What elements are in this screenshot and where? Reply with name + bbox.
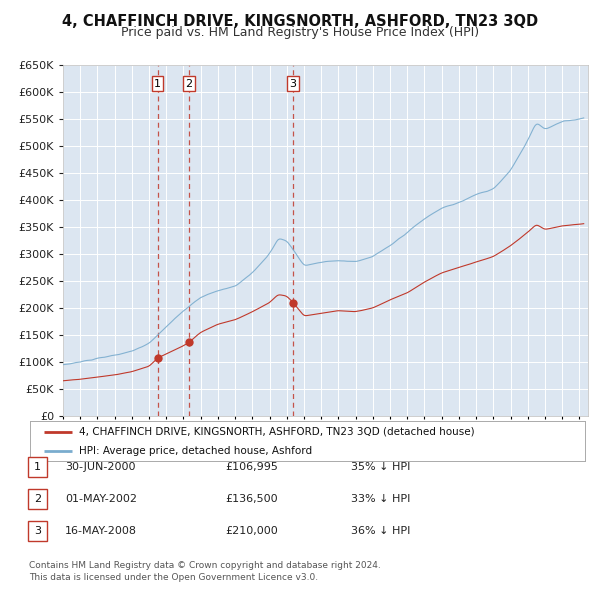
Text: £106,995: £106,995 — [225, 463, 278, 472]
Text: Price paid vs. HM Land Registry's House Price Index (HPI): Price paid vs. HM Land Registry's House … — [121, 26, 479, 39]
Text: 1: 1 — [34, 463, 41, 472]
Text: 16-MAY-2008: 16-MAY-2008 — [65, 526, 137, 536]
Text: £210,000: £210,000 — [225, 526, 278, 536]
Text: 30-JUN-2000: 30-JUN-2000 — [65, 463, 136, 472]
Text: 01-MAY-2002: 01-MAY-2002 — [65, 494, 137, 504]
Text: Contains HM Land Registry data © Crown copyright and database right 2024.
This d: Contains HM Land Registry data © Crown c… — [29, 561, 380, 582]
Text: 1: 1 — [154, 79, 161, 89]
Text: 3: 3 — [290, 79, 296, 89]
Text: 35% ↓ HPI: 35% ↓ HPI — [351, 463, 410, 472]
Text: 2: 2 — [185, 79, 193, 89]
Text: 36% ↓ HPI: 36% ↓ HPI — [351, 526, 410, 536]
Text: 4, CHAFFINCH DRIVE, KINGSNORTH, ASHFORD, TN23 3QD (detached house): 4, CHAFFINCH DRIVE, KINGSNORTH, ASHFORD,… — [79, 427, 475, 437]
Text: 33% ↓ HPI: 33% ↓ HPI — [351, 494, 410, 504]
Text: 4, CHAFFINCH DRIVE, KINGSNORTH, ASHFORD, TN23 3QD: 4, CHAFFINCH DRIVE, KINGSNORTH, ASHFORD,… — [62, 14, 538, 28]
Text: £136,500: £136,500 — [225, 494, 278, 504]
Text: 3: 3 — [34, 526, 41, 536]
Text: 2: 2 — [34, 494, 41, 504]
Text: HPI: Average price, detached house, Ashford: HPI: Average price, detached house, Ashf… — [79, 446, 312, 456]
